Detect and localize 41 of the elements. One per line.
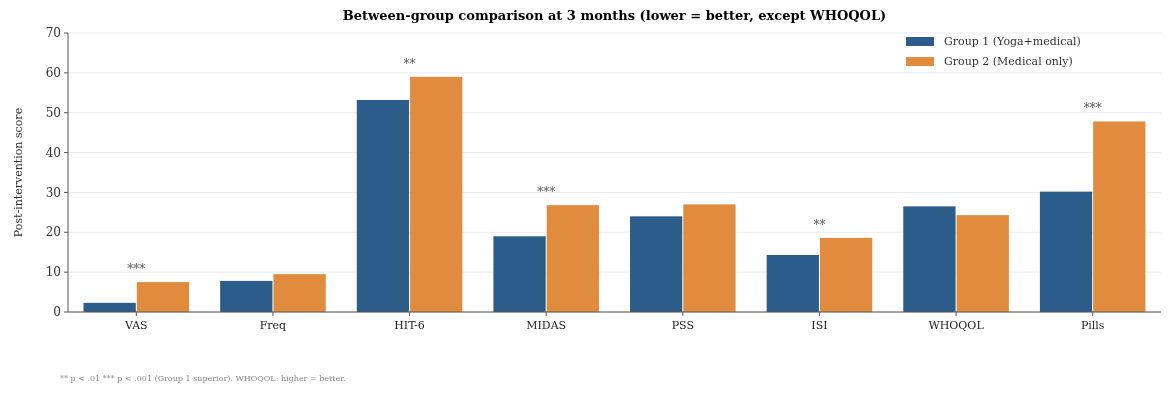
x-tick-label: MIDAS [526, 319, 567, 332]
bar [683, 204, 736, 312]
bar [410, 76, 463, 312]
annotation: *** [127, 262, 146, 277]
y-axis-title: Post-intervention score [12, 107, 25, 238]
bar [903, 206, 956, 312]
x-tick-label: ISI [811, 319, 828, 332]
bar [220, 280, 273, 312]
text: ** p < .01 *** p < .001 (Group 1 superior). WHOQOL: higher = better. [60, 374, 346, 383]
annotation: ** [403, 56, 416, 71]
bar [1093, 121, 1146, 312]
bar [546, 205, 599, 312]
y-tick-label: 10 [45, 265, 61, 280]
x-tick-label: Freq [259, 319, 287, 332]
y-tick-label: 40 [45, 145, 61, 160]
legend-label: Group 1 (Yoga+medical) [944, 35, 1081, 48]
bar [766, 255, 819, 312]
y-tick-label: 70 [45, 26, 61, 41]
bar [1039, 191, 1093, 312]
annotation: ** [813, 217, 826, 232]
y-tick-label: 0 [53, 305, 61, 320]
y-tick-label: 50 [45, 105, 61, 120]
annotation: *** [1083, 101, 1102, 116]
bar [493, 236, 546, 312]
x-tick-label: Pills [1080, 319, 1105, 332]
x-tick-label: WHOQOL [928, 319, 985, 332]
annotation: *** [537, 185, 556, 200]
x-tick-label: VAS [123, 319, 148, 332]
y-tick-label: 60 [45, 66, 61, 81]
bar [136, 282, 190, 312]
x-tick-label: PSS [671, 319, 694, 332]
bar [956, 215, 1009, 312]
y-tick-label: 30 [45, 185, 61, 200]
bar [630, 216, 683, 312]
y-tick-label: 20 [45, 225, 61, 240]
bar [356, 99, 410, 312]
bar [819, 237, 873, 312]
legend-label: Group 2 (Medical only) [944, 55, 1073, 68]
bar [273, 274, 326, 312]
x-tick-label: HIT-6 [394, 319, 425, 332]
chart-title: Between-group comparison at 3 months (lower = better, except WHOQOL) [342, 8, 887, 23]
